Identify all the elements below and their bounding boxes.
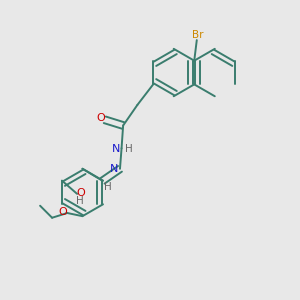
Text: N: N (112, 144, 120, 154)
Text: O: O (96, 113, 105, 123)
Text: O: O (77, 188, 85, 198)
Text: N: N (110, 164, 118, 174)
Text: H: H (104, 182, 112, 191)
Text: H: H (124, 144, 132, 154)
Text: H: H (76, 196, 83, 206)
Text: O: O (58, 207, 67, 217)
Text: Br: Br (192, 30, 204, 40)
